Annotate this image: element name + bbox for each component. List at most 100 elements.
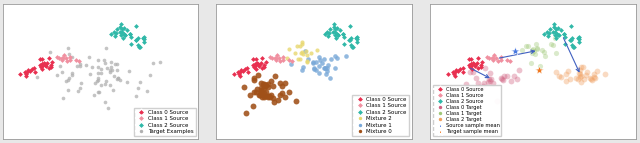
Point [556,29,566,31]
Point [21,75,31,78]
Point [551,51,561,54]
Point [506,80,516,82]
Point [271,54,282,56]
Point [339,42,349,45]
Point [259,66,269,68]
Point [550,31,561,33]
Point [352,38,362,40]
Point [99,101,109,103]
Point [35,64,45,67]
Point [474,82,484,84]
Point [106,66,116,68]
Point [256,82,266,84]
Point [106,61,116,63]
Point [125,32,136,35]
Point [20,71,30,74]
Point [122,81,132,83]
Point [110,63,120,65]
Point [509,50,520,53]
Point [118,33,129,35]
Point [275,94,285,96]
Point [250,63,260,65]
Point [486,57,497,59]
Point [333,34,343,36]
Point [545,43,556,45]
Point [256,90,266,92]
Point [580,74,591,76]
Point [465,65,476,67]
Point [52,55,62,58]
Point [321,67,331,69]
Point [444,73,454,75]
Point [250,67,260,70]
Point [259,64,269,67]
Point [58,57,68,60]
Point [471,77,481,80]
Point [579,78,589,80]
Point [480,67,490,69]
Point [112,69,122,71]
Point [122,29,132,31]
Point [582,70,592,73]
Point [484,57,494,59]
Point [90,82,100,84]
Point [99,59,109,61]
Point [314,64,324,67]
Point [234,75,244,78]
Point [131,24,141,27]
Point [63,79,73,81]
Point [115,79,125,81]
Point [331,37,341,39]
Point [551,28,561,30]
Point [271,57,282,60]
Point [488,59,498,62]
Point [579,66,589,69]
Point [58,59,68,62]
Point [44,57,54,59]
Point [566,24,576,27]
Point [36,66,46,68]
Point [576,81,586,83]
Point [311,69,321,71]
Point [488,57,499,60]
Point [243,67,253,69]
Point [554,75,564,78]
Point [235,71,245,73]
Point [536,49,547,51]
Point [352,36,362,38]
Point [96,72,106,74]
Point [76,82,86,84]
Point [278,56,289,58]
Point [556,76,566,78]
Point [42,62,52,64]
Point [351,37,362,39]
Point [105,84,115,86]
Point [465,66,475,68]
Point [467,58,477,60]
Point [293,57,303,60]
Legend: Class 0 Source, Class 1 Source, Class 2 Source, Target Examples: Class 0 Source, Class 1 Source, Class 2 … [134,108,196,136]
Point [234,73,244,75]
Point [81,64,92,66]
Point [330,66,340,69]
Point [109,30,119,33]
Point [110,35,120,37]
Point [548,26,559,28]
Point [344,39,354,41]
Point [451,69,461,71]
Point [588,76,598,78]
Point [498,79,508,81]
Point [260,61,271,63]
Point [295,58,305,60]
Point [115,26,125,28]
Point [306,52,316,54]
Point [575,76,585,78]
Point [93,77,103,79]
Point [314,72,324,74]
Point [477,61,487,63]
Point [565,78,575,80]
Point [455,68,465,70]
Point [577,66,587,68]
Point [134,46,144,48]
Point [126,36,136,38]
